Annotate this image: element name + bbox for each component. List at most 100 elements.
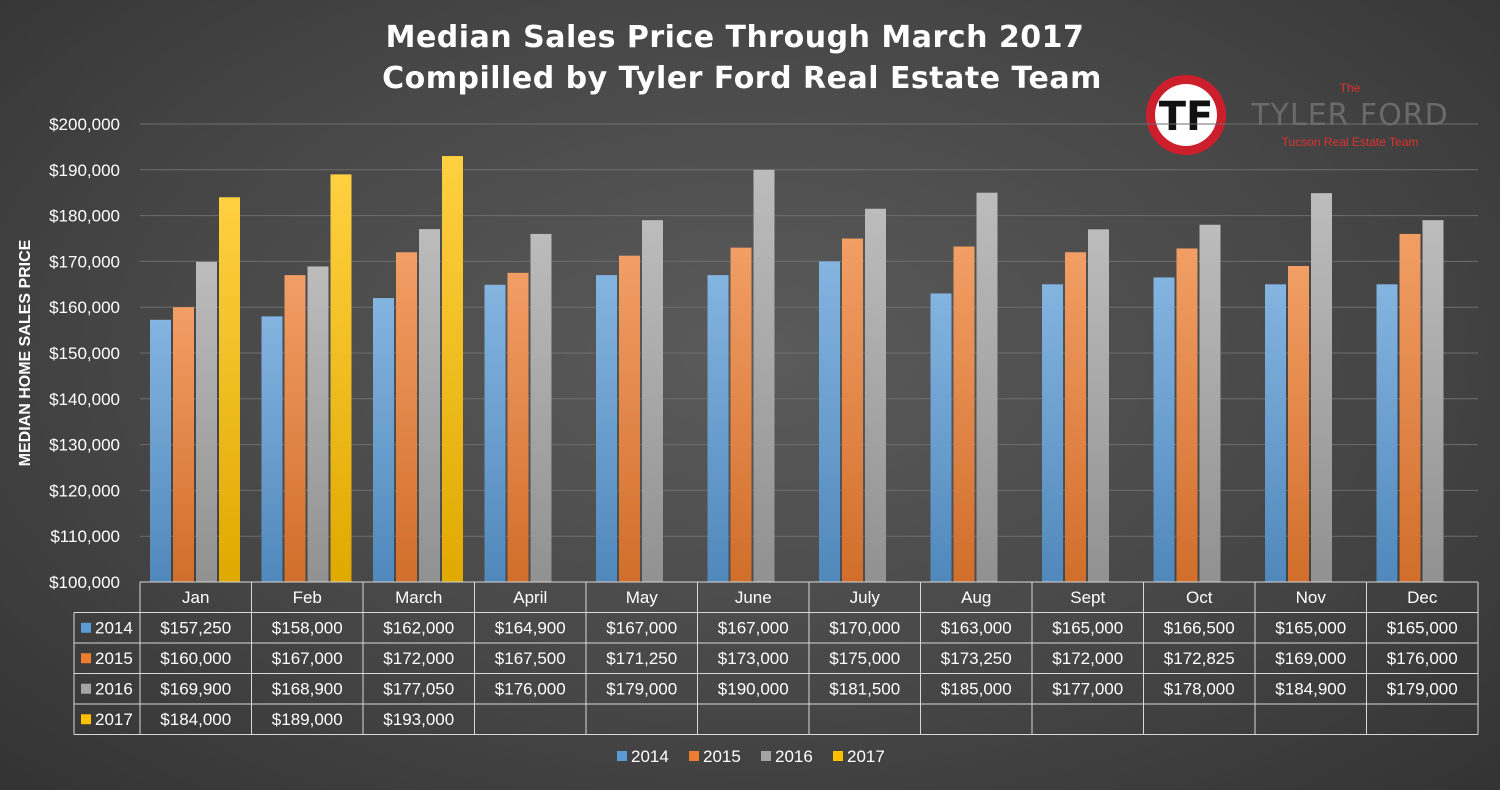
chart-title: Median Sales Price Through March 2017 Co… [382, 20, 1102, 96]
bar-2015-May [619, 255, 640, 583]
bar-2017-March [442, 156, 463, 582]
table-series-name: 2017 [95, 710, 133, 729]
logo-name: TYLER FORD [1250, 98, 1449, 133]
category-label: May [626, 588, 659, 607]
bar-2016-July [865, 208, 886, 583]
table-cell: $166,500 [1164, 619, 1235, 638]
table-legend-key-2014 [81, 622, 91, 633]
category-label: Oct [1186, 588, 1213, 607]
logo-the: The [1340, 81, 1361, 95]
category-label: June [735, 588, 772, 607]
bar-2015-Nov [1288, 265, 1309, 582]
bar-2014-May [596, 275, 617, 582]
legend-label: 2017 [847, 747, 885, 766]
category-label: March [395, 588, 442, 607]
table-cell: $179,000 [1387, 680, 1458, 699]
table-cell: $171,250 [606, 649, 677, 668]
bar-2016-Feb [307, 266, 329, 582]
y-tick-label: $100,000 [49, 573, 120, 592]
chart-title-line-2: Compilled by Tyler Ford Real Estate Team [382, 61, 1102, 96]
table-cell: $167,000 [718, 619, 789, 638]
bar-2014-June [707, 275, 729, 582]
legend: 2014 2015 2016 2017 [617, 747, 885, 766]
category-label: July [850, 588, 881, 607]
table-cell: $165,000 [1387, 619, 1458, 638]
tyler-ford-logo: TF The TYLER FORD Tucson Real Estate Tea… [1146, 75, 1449, 155]
bar-2016-June [753, 169, 775, 583]
chart-title-line-1: Median Sales Price Through March 2017 [386, 20, 1085, 55]
table-cell: $185,000 [941, 680, 1012, 699]
table-cell: $176,000 [495, 680, 566, 699]
table-cell: $173,000 [718, 649, 789, 668]
bar-2014-Aug [930, 293, 952, 582]
bar-2014-Dec [1376, 284, 1398, 582]
table-cell: $173,250 [941, 649, 1012, 668]
bar-2014-Sept [1042, 284, 1063, 582]
table-cell: $175,000 [829, 649, 900, 668]
table-series-name: 2014 [95, 619, 133, 638]
bar-2016-April [530, 233, 552, 583]
bar-2017-Feb [330, 174, 352, 582]
bar-2015-April [507, 272, 529, 582]
table-cell: $163,000 [941, 619, 1012, 638]
bar-2017-Jan [219, 197, 240, 582]
table-cell: $169,900 [160, 680, 231, 699]
bar-2016-Aug [976, 192, 998, 582]
category-label: Feb [293, 588, 322, 607]
data-table: Jan Feb March April May June July Aug Sept Oct Nov… [73, 581, 1479, 735]
table-cell: $169,000 [1275, 649, 1346, 668]
category-label: Aug [961, 588, 991, 607]
legend-key-2016 [761, 751, 771, 761]
table-cell: $158,000 [272, 619, 343, 638]
legend-label: 2015 [703, 747, 741, 766]
y-tick-label: $190,000 [49, 161, 120, 180]
legend-label: 2016 [775, 747, 813, 766]
legend-key-2014 [617, 751, 627, 761]
bar-2014-April [484, 284, 506, 582]
bar-2015-June [730, 247, 752, 582]
logo-monogram: TF [1159, 94, 1214, 140]
y-tick-label: $180,000 [49, 207, 120, 226]
bar-2015-July [842, 238, 863, 582]
bar-2016-Jan [196, 261, 217, 582]
category-label: Dec [1407, 588, 1438, 607]
bar-2014-March [373, 298, 394, 582]
bar-2015-Aug [953, 246, 975, 582]
category-label: Jan [182, 588, 209, 607]
bar-2015-March [396, 252, 417, 583]
legend-label: 2014 [631, 747, 669, 766]
table-cell: $172,000 [383, 649, 454, 668]
bar-2016-Dec [1422, 220, 1444, 582]
category-label: Nov [1296, 588, 1327, 607]
table-cell: $184,900 [1275, 680, 1346, 699]
gridlines [140, 123, 1478, 583]
logo-inner-circle [1155, 84, 1217, 146]
table-cell: $170,000 [829, 619, 900, 638]
y-tick-label: $200,000 [49, 115, 120, 134]
table-cell: $167,500 [495, 649, 566, 668]
category-label: April [513, 588, 547, 607]
bar-2016-May [642, 220, 663, 582]
y-tick-label: $130,000 [49, 436, 120, 455]
table-series-name: 2016 [95, 680, 133, 699]
y-tick-label: $110,000 [50, 527, 120, 546]
bar-2014-July [819, 261, 840, 582]
bar-2015-Feb [284, 275, 306, 582]
bar-2016-Sept [1088, 229, 1109, 582]
category-label: Sept [1070, 588, 1105, 607]
table-cell: $193,000 [383, 710, 454, 729]
y-tick-label: $160,000 [49, 298, 120, 317]
table-cell: $167,000 [606, 619, 677, 638]
table-cell: $184,000 [160, 710, 231, 729]
logo-subtitle: Tucson Real Estate Team [1282, 135, 1419, 149]
table-cell: $177,050 [383, 680, 454, 699]
table-cell: $178,000 [1164, 680, 1235, 699]
table-cell: $190,000 [718, 680, 789, 699]
table-cell: $164,900 [495, 619, 566, 638]
bar-2014-Nov [1265, 284, 1286, 582]
bars [150, 156, 1444, 583]
table-cell: $167,000 [272, 649, 343, 668]
y-axis-ticks: $100,000 $110,000 $120,000 $130,000 $140,000… [49, 115, 120, 592]
legend-key-2017 [833, 751, 843, 761]
